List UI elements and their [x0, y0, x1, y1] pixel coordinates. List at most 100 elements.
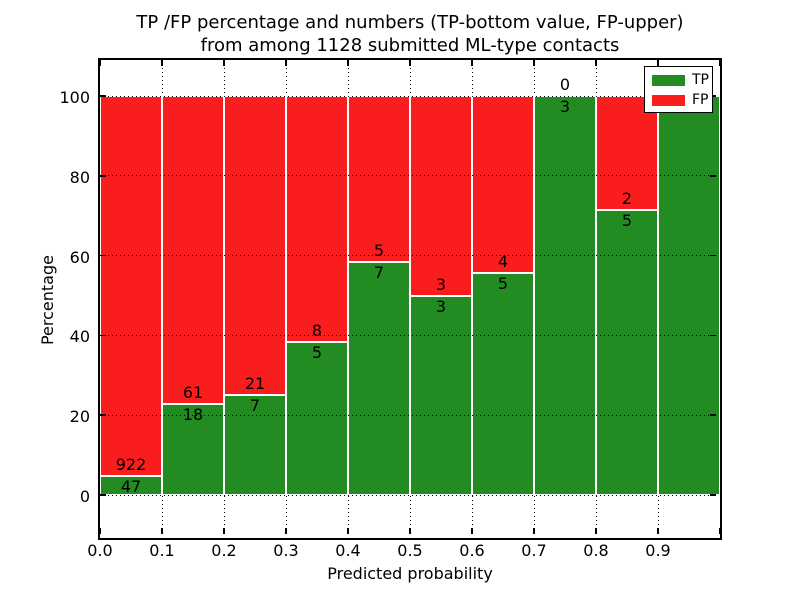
x-tick-label: 0.2	[211, 541, 237, 560]
chart-title: TP /FP percentage and numbers (TP-bottom…	[90, 11, 730, 57]
tick-mark	[347, 60, 349, 66]
tp-bar-segment	[658, 96, 720, 495]
tick-mark	[409, 528, 411, 534]
tp-count-label: 3	[435, 296, 447, 316]
tick-mark	[710, 334, 716, 337]
x-tick-label: 0.6	[459, 541, 485, 560]
fp-bar-segment	[286, 96, 348, 342]
tp-count-label: 3	[559, 97, 571, 116]
fp-count-label: 21	[244, 374, 266, 394]
fp-bar-segment	[348, 96, 410, 263]
tick-mark	[657, 528, 659, 534]
tick-mark	[595, 528, 597, 534]
tick-mark	[719, 528, 721, 534]
y-tick-label: 40	[69, 327, 90, 347]
tick-mark	[710, 414, 716, 416]
tp-count-label: 5	[311, 342, 323, 362]
legend: TP FP	[644, 66, 713, 113]
fp-count-label: 0	[559, 75, 571, 94]
tick-mark	[100, 494, 106, 496]
tp-bar-segment	[286, 341, 348, 495]
h-gridline	[100, 175, 716, 177]
fp-count-label: 61	[182, 383, 204, 403]
tp-bar-segment	[410, 295, 472, 495]
tp-count-label: 18	[182, 405, 204, 425]
legend-row: TP	[652, 72, 709, 88]
tick-mark	[710, 494, 716, 496]
fp-count-label: 4	[497, 252, 509, 272]
x-tick-label: 0.7	[521, 541, 547, 560]
tick-mark	[100, 334, 106, 337]
tp-bar-segment	[348, 262, 410, 495]
tick-mark	[710, 254, 716, 257]
tp-bar-segment	[472, 273, 534, 495]
tick-mark	[409, 60, 411, 66]
y-tick-label: 80	[69, 167, 90, 187]
tp-bar-segment	[534, 96, 596, 495]
fp-count-label: 8	[311, 320, 323, 340]
tick-mark	[100, 95, 106, 97]
tp-count-label: 5	[621, 211, 633, 230]
tp-bar-segment	[596, 210, 658, 495]
legend-label: FP	[692, 92, 709, 108]
x-tick-label: 0.1	[149, 541, 175, 560]
tick-mark	[595, 60, 597, 66]
tick-mark	[719, 60, 721, 66]
tick-mark	[471, 60, 473, 66]
tick-mark	[710, 95, 716, 97]
y-tick-label: 20	[69, 407, 90, 427]
fp-bar-segment	[410, 96, 472, 296]
x-tick-label: 0.8	[583, 541, 609, 560]
fp-bar-segment	[224, 96, 286, 396]
fp-count-label: 2	[621, 189, 633, 208]
tick-mark	[223, 60, 225, 66]
fp-bar-segment	[596, 96, 658, 210]
y-tick-label: 60	[69, 247, 90, 267]
chart-title-line1: TP /FP percentage and numbers (TP-bottom…	[136, 12, 684, 33]
fp-bar-segment	[162, 96, 224, 405]
tp-count-label: 7	[249, 396, 261, 416]
fp-bar-segment	[100, 96, 162, 476]
h-gridline	[100, 255, 716, 257]
fp-count-label: 922	[115, 454, 147, 474]
x-tick-label: 0.4	[335, 541, 361, 560]
tick-mark	[347, 528, 349, 534]
x-tick-label: 0.9	[645, 541, 671, 560]
y-axis-label: Percentage	[38, 255, 57, 346]
legend-swatch-tp	[652, 74, 685, 86]
tp-bar-segment	[224, 395, 286, 495]
tick-mark	[710, 175, 716, 177]
tick-mark	[471, 528, 473, 534]
legend-label: TP	[692, 72, 709, 88]
tp-bar-segment	[100, 475, 162, 495]
fp-bar-segment	[472, 96, 534, 274]
h-gridline	[100, 334, 716, 336]
h-gridline	[100, 95, 716, 97]
fp-count-label: 3	[435, 274, 447, 294]
tick-mark	[533, 60, 535, 66]
y-tick-label: 0	[79, 487, 90, 506]
tp-count-label: 7	[373, 263, 385, 283]
x-tick-label: 0.3	[273, 541, 299, 560]
tick-mark	[99, 60, 101, 66]
legend-row: FP	[652, 92, 709, 108]
tick-mark	[161, 60, 163, 66]
tick-mark	[99, 528, 101, 534]
y-tick-label: 100	[59, 88, 90, 107]
tick-mark	[657, 60, 659, 66]
tick-mark	[533, 528, 535, 534]
tp-count-label: 5	[497, 274, 509, 294]
tick-mark	[285, 60, 287, 66]
tick-mark	[100, 175, 106, 177]
tick-mark	[223, 528, 225, 534]
h-gridline	[100, 494, 716, 496]
tick-mark	[161, 528, 163, 534]
tp-bar-segment	[162, 404, 224, 495]
tick-mark	[100, 414, 106, 416]
tick-mark	[100, 254, 106, 257]
fp-count-label: 5	[373, 241, 385, 261]
tick-mark	[285, 528, 287, 534]
tp-count-label: 47	[120, 476, 142, 496]
